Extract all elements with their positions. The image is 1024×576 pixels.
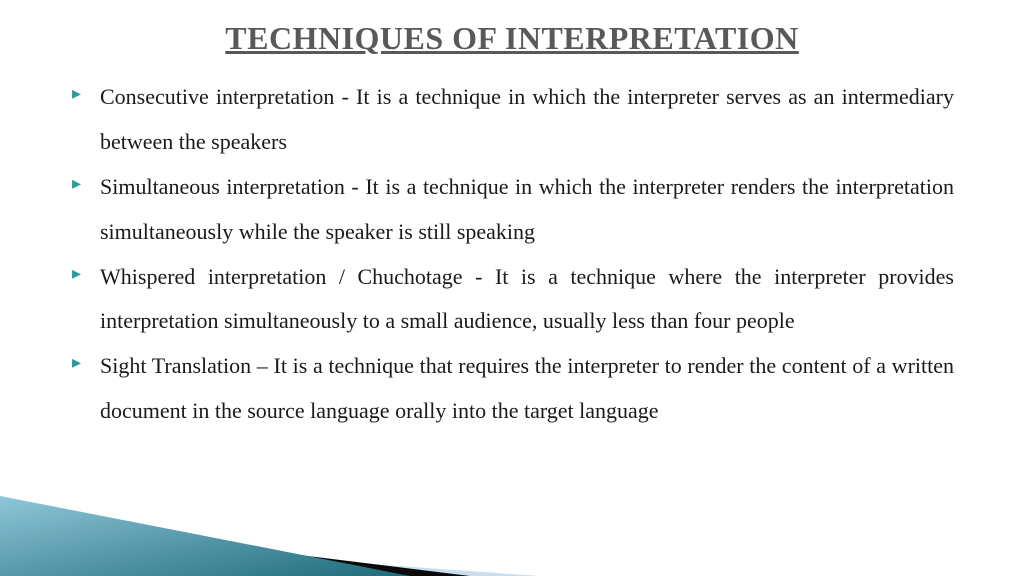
list-item: Sight Translation – It is a technique th… [94, 344, 954, 434]
bullet-list: Consecutive interpretation - It is a tec… [70, 75, 954, 434]
list-item: Simultaneous interpretation - It is a te… [94, 165, 954, 255]
slide-container: TECHNIQUES OF INTERPRETATION Consecutive… [0, 0, 1024, 576]
list-item: Whispered interpretation / Chuchotage - … [94, 255, 954, 345]
list-item: Consecutive interpretation - It is a tec… [94, 75, 954, 165]
slide-title: TECHNIQUES OF INTERPRETATION [70, 20, 954, 57]
